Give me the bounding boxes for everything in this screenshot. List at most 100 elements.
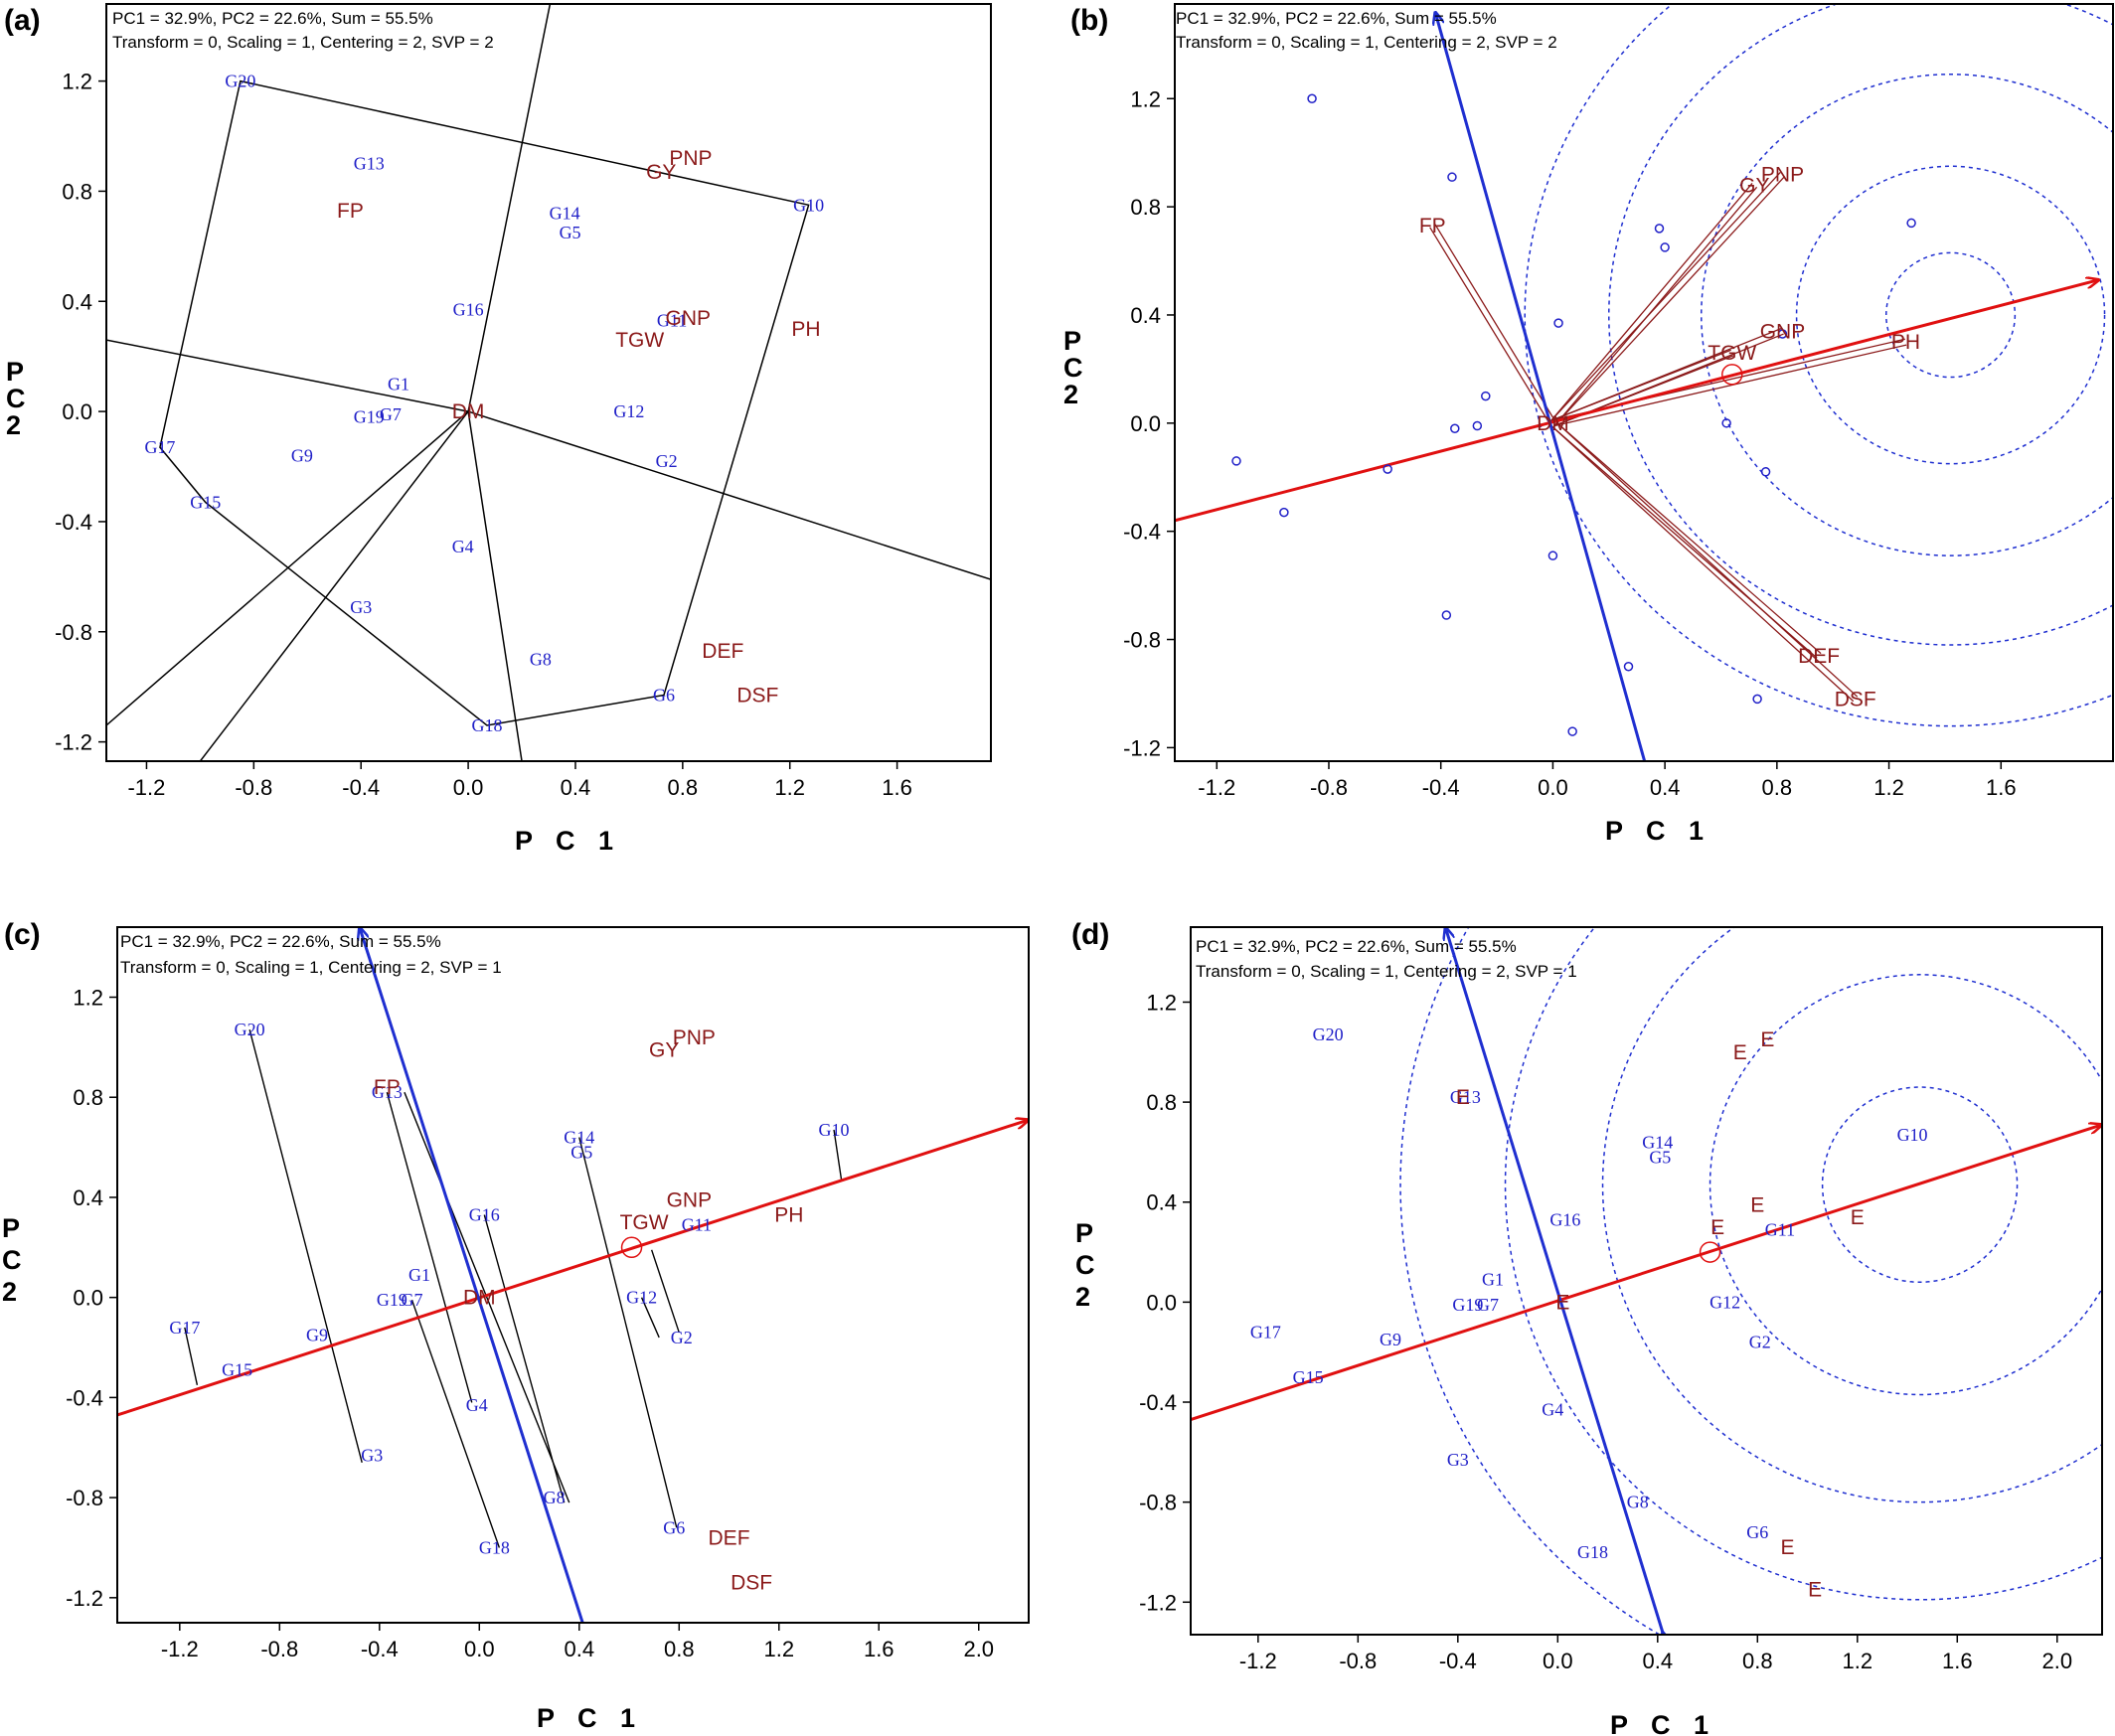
panel-b-ylabel-c: C — [1063, 353, 1083, 383]
environment-label: E — [1808, 1579, 1822, 1602]
genotype-label: G10 — [1897, 1125, 1928, 1145]
genotype-label: G3 — [350, 597, 372, 617]
trait-label: GNP — [1760, 320, 1806, 343]
panel-c-ytick-label: -0.4 — [66, 1385, 103, 1410]
trait-vector — [1554, 176, 1786, 426]
panel-a-ylabel-p: P — [6, 357, 24, 387]
panel-b-ytick-label: 0.4 — [1130, 303, 1161, 328]
panel-d-ylabel-2: 2 — [1075, 1282, 1090, 1312]
genotype-label: G16 — [1549, 1209, 1580, 1229]
genotype-label: G19 — [354, 407, 385, 427]
genotype-label: G1 — [388, 374, 409, 394]
ata-ordinate-arrow — [1445, 927, 1663, 1632]
genotype-label: G14 — [550, 204, 580, 224]
genotype-point — [1760, 467, 1771, 477]
genotype-point — [1660, 242, 1670, 252]
genotype-label: G7 — [401, 1290, 422, 1310]
genotype-point — [1307, 93, 1317, 103]
genotype-label: G7 — [1477, 1295, 1499, 1315]
genotype-label: G8 — [530, 649, 552, 669]
trait-label: DSF — [1835, 688, 1876, 710]
genotype-label: G15 — [190, 493, 221, 513]
panel-c-xtick-label: 1.6 — [864, 1637, 895, 1661]
genotype-label: G13 — [372, 1082, 403, 1102]
genotype-label: G1 — [1482, 1270, 1504, 1290]
panel-b-ytick-label: 0.8 — [1130, 195, 1161, 220]
ideal-circle — [1504, 927, 2102, 1601]
panel-c-xtick-label: 0.4 — [564, 1637, 594, 1661]
panel-b-ytick-label: -0.4 — [1123, 520, 1161, 545]
genotype-point — [1481, 391, 1491, 401]
environment-label: E — [1555, 1291, 1569, 1314]
panel-d-letter: (d) — [1071, 918, 1109, 951]
panel-a-ylabel: P C 2 — [6, 357, 26, 440]
panel-a-ytick-label: -0.8 — [55, 620, 92, 645]
panel-b-xtick-label: 1.2 — [1873, 775, 1904, 800]
trait-vector — [1434, 224, 1556, 422]
panel-a-xtick-label: 0.8 — [668, 775, 699, 800]
genotype-label: G12 — [1709, 1292, 1740, 1312]
panel-c-xtick-label: -1.2 — [161, 1637, 199, 1661]
panel-b-xlabel: P C 1 — [1605, 816, 1711, 846]
panel-b-ylabel: P C 2 — [1063, 326, 1083, 409]
panel-c-ytick-label: 1.2 — [73, 986, 103, 1011]
panel-d-frame — [1190, 926, 2103, 1636]
genotype-label: G10 — [819, 1120, 850, 1140]
genotype-label: G8 — [544, 1488, 566, 1507]
trait-label: DM — [452, 400, 485, 423]
trait-label: PH — [1891, 331, 1920, 354]
panel-d-ytick-label: 1.2 — [1146, 990, 1177, 1015]
genotype-label: G17 — [169, 1318, 200, 1338]
trait-label: PH — [774, 1204, 803, 1227]
panel-c-xtick-label: 2.0 — [963, 1637, 994, 1661]
ideal-circle — [1701, 74, 2113, 556]
panel-c-xtick-label: 0.0 — [464, 1637, 495, 1661]
genotype-label: G9 — [1380, 1330, 1401, 1349]
genotype-point — [1231, 456, 1241, 466]
environment-label: E — [1780, 1536, 1794, 1559]
trait-label: GNP — [667, 1188, 713, 1211]
genotype-label: G18 — [471, 715, 502, 735]
sector-ray — [467, 410, 991, 580]
panel-a-ytick-label: 0.4 — [62, 289, 92, 314]
panel-d-header-line2: Transform = 0, Scaling = 1, Centering = … — [1196, 962, 1577, 981]
panel-b-ytick-label: -1.2 — [1123, 735, 1161, 760]
panel-a-xtick-label: -1.2 — [127, 775, 165, 800]
genotype-label: G4 — [1542, 1400, 1563, 1420]
panel-b-xtick-label: 0.8 — [1762, 775, 1793, 800]
panel-d-ylabel: P C 2 — [1075, 1218, 1095, 1312]
genotype-label: G14 — [1642, 1132, 1673, 1152]
panel-d-xtick-label: 1.2 — [1842, 1649, 1872, 1673]
trait-label: FP — [374, 1076, 401, 1099]
genotype-label: G2 — [656, 451, 678, 471]
projection-line — [578, 1137, 678, 1528]
genotype-label: G2 — [671, 1328, 693, 1347]
panel-c-ylabel-p: P — [2, 1213, 20, 1243]
panel-c-ytick-label: 0.8 — [73, 1085, 103, 1110]
ideal-circle — [1795, 165, 2106, 465]
panel-a-xtick-label: -0.8 — [235, 775, 272, 800]
genotype-label: G5 — [570, 1143, 592, 1163]
trait-label: PNP — [1761, 163, 1804, 186]
genotype-label: G17 — [1250, 1323, 1281, 1342]
ideal-circle — [1708, 974, 2102, 1396]
panel-a-ylabel-c: C — [6, 384, 26, 413]
trait-vector — [1549, 171, 1781, 422]
genotype-point — [1450, 423, 1460, 434]
panel-a-header-line2: Transform = 0, Scaling = 1, Centering = … — [112, 33, 494, 52]
trait-label: TGW — [615, 329, 664, 352]
panel-a-header-line1: PC1 = 32.9%, PC2 = 22.6%, Sum = 55.5% — [112, 9, 433, 28]
panel-c-header-line2: Transform = 0, Scaling = 1, Centering = … — [120, 958, 502, 977]
panel-a-xtick-label: 0.4 — [561, 775, 591, 800]
genotype-point — [1721, 418, 1731, 428]
panel-d-xtick-label: 2.0 — [2041, 1649, 2072, 1673]
projection-line — [650, 1249, 680, 1334]
trait-vector — [1549, 182, 1753, 422]
panel-c-ytick-label: 0.0 — [73, 1286, 103, 1311]
genotype-label: G12 — [626, 1288, 657, 1308]
panel-b-ytick-label: -0.8 — [1123, 628, 1161, 653]
